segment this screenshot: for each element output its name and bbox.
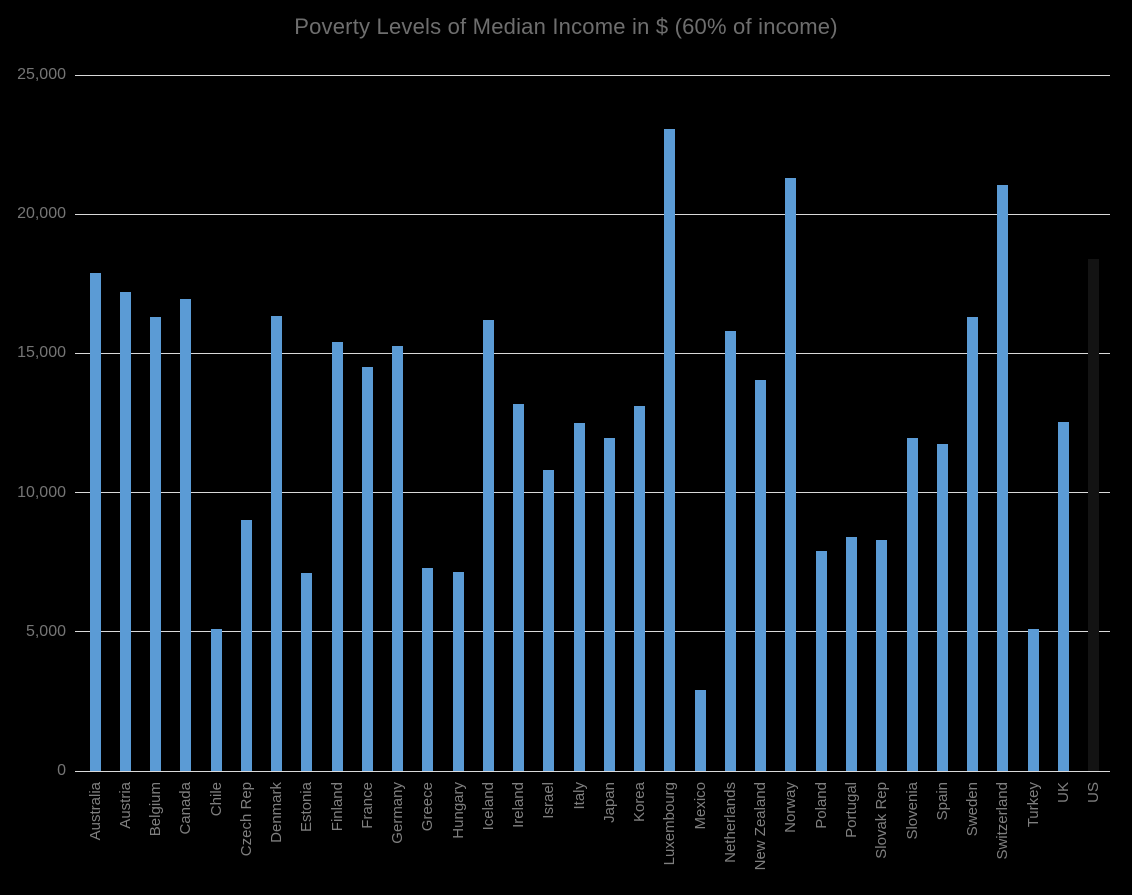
x-category-label-estonia: Estonia <box>298 782 316 833</box>
bar-denmark <box>271 315 283 771</box>
x-category-label-australia: Australia <box>86 782 104 841</box>
x-category-label-chile: Chile <box>207 782 225 817</box>
bar-new-zealand <box>755 379 767 771</box>
x-category-label-spain: Spain <box>933 782 951 821</box>
x-category-label-israel: Israel <box>540 782 558 819</box>
chart-title: Poverty Levels of Median Income in $ (60… <box>294 14 838 39</box>
y-tick-label-15000: 15,000 <box>17 344 66 362</box>
bar-ireland <box>513 403 525 771</box>
x-category-label-hungary: Hungary <box>449 782 467 839</box>
y-tick-label-0: 0 <box>57 762 66 779</box>
y-tick-label-20000: 20,000 <box>17 205 66 223</box>
y-tick-label-10000: 10,000 <box>17 483 66 501</box>
x-category-label-czech-rep: Czech Rep <box>237 782 255 857</box>
bar-greece <box>422 567 434 771</box>
bar-luxembourg <box>664 129 676 771</box>
x-category-label-sweden: Sweden <box>964 782 982 837</box>
x-category-label-slovak-rep: Slovak Rep <box>873 782 891 859</box>
gridline-20000 <box>75 213 1110 215</box>
x-category-label-france: France <box>358 782 376 829</box>
x-category-label-denmark: Denmark <box>268 782 286 843</box>
x-category-label-japan: Japan <box>600 782 618 823</box>
x-category-label-belgium: Belgium <box>147 782 165 837</box>
gridline-15000 <box>75 352 1110 354</box>
x-category-label-greece: Greece <box>419 782 437 832</box>
x-category-label-austria: Austria <box>116 782 134 829</box>
x-category-label-iceland: Iceland <box>479 782 497 831</box>
x-category-label-italy: Italy <box>570 782 588 810</box>
plot-area <box>75 74 1110 772</box>
bar-canada <box>180 299 192 771</box>
bar-slovenia <box>906 438 918 771</box>
gridline-0 <box>75 770 1110 772</box>
bar-israel <box>543 470 555 771</box>
x-category-label-mexico: Mexico <box>691 782 709 830</box>
x-category-label-canada: Canada <box>177 782 195 835</box>
x-category-label-us: US <box>1085 782 1103 803</box>
bar-france <box>361 367 373 771</box>
x-category-label-luxembourg: Luxembourg <box>661 782 679 866</box>
bar-chile <box>210 629 222 771</box>
bar-netherlands <box>724 331 736 771</box>
bar-us <box>1088 258 1100 771</box>
bar-mexico <box>694 690 706 771</box>
bar-iceland <box>482 320 494 771</box>
x-category-label-ireland: Ireland <box>510 782 528 828</box>
x-category-label-germany: Germany <box>389 782 407 844</box>
bar-switzerland <box>997 184 1009 771</box>
bar-finland <box>331 342 343 771</box>
gridline-5000 <box>75 631 1110 633</box>
bar-sweden <box>967 317 979 771</box>
bar-germany <box>392 346 404 771</box>
bar-slovak-rep <box>876 539 888 771</box>
bar-czech-rep <box>240 520 252 771</box>
bar-portugal <box>846 537 857 771</box>
bar-spain <box>936 443 948 771</box>
bar-japan <box>603 438 615 771</box>
x-category-label-norway: Norway <box>782 782 800 833</box>
x-category-label-slovenia: Slovenia <box>903 782 921 840</box>
x-category-label-finland: Finland <box>328 782 346 832</box>
bar-austria <box>119 292 131 771</box>
bar-australia <box>89 272 101 771</box>
x-category-label-poland: Poland <box>812 782 830 829</box>
bar-italy <box>573 423 585 771</box>
bar-korea <box>634 406 646 771</box>
y-tick-label-5000: 5,000 <box>25 622 66 640</box>
x-category-label-netherlands: Netherlands <box>721 782 739 863</box>
bar-hungary <box>452 571 464 771</box>
x-category-label-korea: Korea <box>631 782 649 823</box>
y-tick-label-25000: 25,000 <box>17 66 66 83</box>
x-category-label-new-zealand: New Zealand <box>752 782 770 871</box>
x-category-label-portugal: Portugal <box>843 782 860 838</box>
x-category-label-turkey: Turkey <box>1024 782 1042 828</box>
gridline-25000 <box>75 74 1110 76</box>
bar-estonia <box>301 573 313 771</box>
bar-uk <box>1057 421 1069 771</box>
bar-turkey <box>1027 629 1039 771</box>
bar-belgium <box>150 317 162 771</box>
x-category-label-uk: UK <box>1054 782 1072 803</box>
bar-norway <box>785 178 797 771</box>
bar-poland <box>815 551 827 771</box>
gridline-10000 <box>75 492 1110 494</box>
x-category-label-switzerland: Switzerland <box>994 782 1012 860</box>
